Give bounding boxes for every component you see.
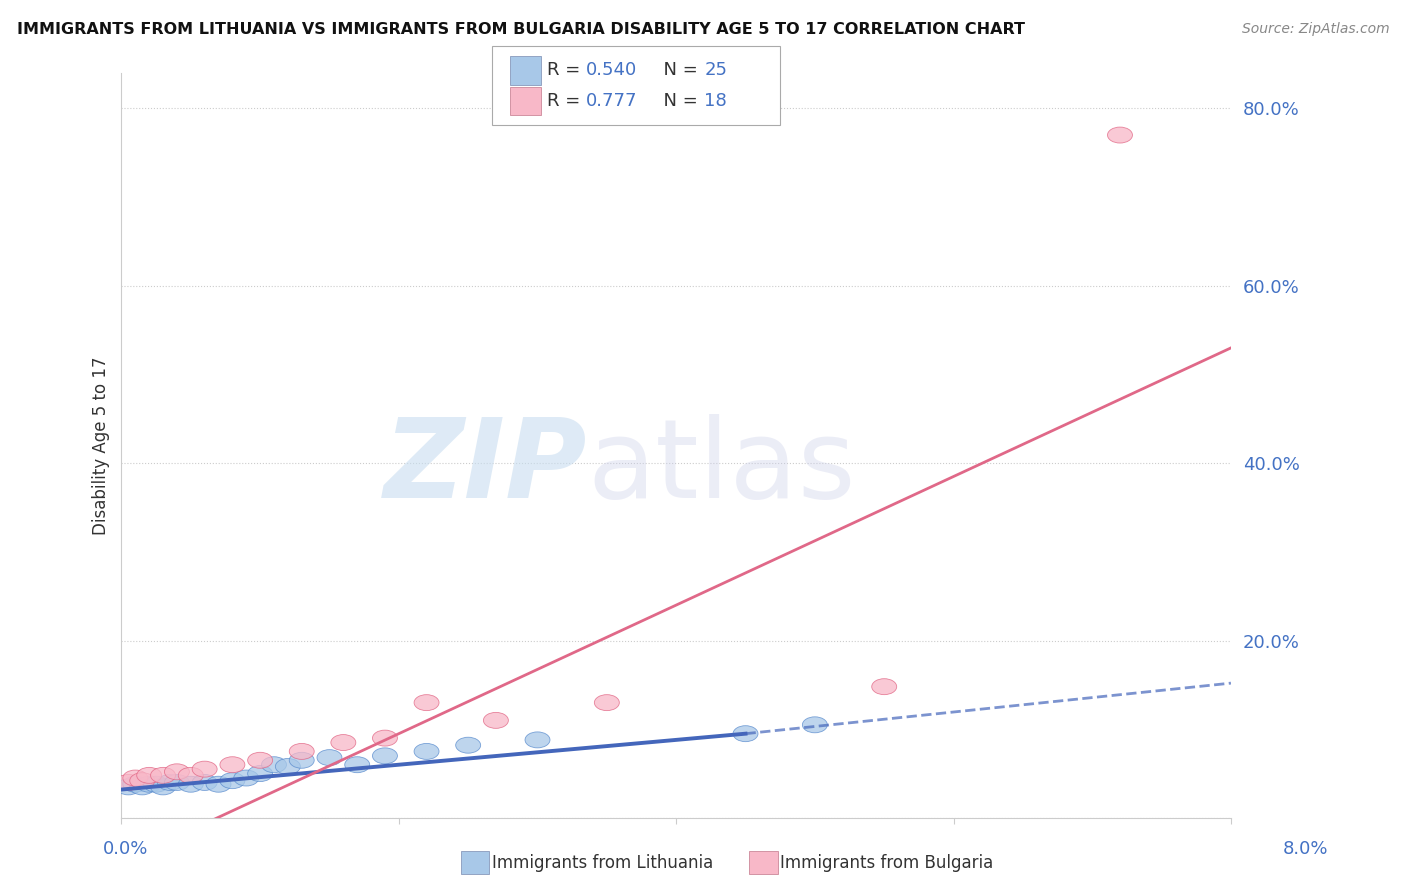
Ellipse shape bbox=[193, 774, 217, 790]
Ellipse shape bbox=[157, 774, 183, 790]
Text: R =: R = bbox=[547, 62, 586, 79]
Text: 8.0%: 8.0% bbox=[1284, 840, 1329, 858]
Ellipse shape bbox=[219, 756, 245, 772]
Ellipse shape bbox=[233, 770, 259, 786]
Ellipse shape bbox=[733, 726, 758, 741]
Ellipse shape bbox=[207, 776, 231, 792]
Ellipse shape bbox=[122, 770, 148, 786]
Ellipse shape bbox=[247, 765, 273, 781]
Text: Immigrants from Lithuania: Immigrants from Lithuania bbox=[492, 854, 713, 871]
Y-axis label: Disability Age 5 to 17: Disability Age 5 to 17 bbox=[93, 356, 110, 534]
Ellipse shape bbox=[276, 758, 301, 774]
Text: 25: 25 bbox=[704, 62, 727, 79]
Text: IMMIGRANTS FROM LITHUANIA VS IMMIGRANTS FROM BULGARIA DISABILITY AGE 5 TO 17 COR: IMMIGRANTS FROM LITHUANIA VS IMMIGRANTS … bbox=[17, 22, 1025, 37]
Ellipse shape bbox=[373, 747, 398, 764]
Ellipse shape bbox=[150, 779, 176, 795]
Ellipse shape bbox=[179, 767, 204, 783]
Text: N =: N = bbox=[652, 92, 704, 110]
Ellipse shape bbox=[290, 752, 314, 768]
Ellipse shape bbox=[872, 679, 897, 695]
Text: 18: 18 bbox=[704, 92, 727, 110]
Text: 0.777: 0.777 bbox=[586, 92, 638, 110]
Ellipse shape bbox=[115, 774, 141, 790]
Text: R =: R = bbox=[547, 92, 586, 110]
Ellipse shape bbox=[143, 776, 169, 792]
Ellipse shape bbox=[1108, 127, 1132, 143]
Ellipse shape bbox=[129, 779, 155, 795]
Ellipse shape bbox=[803, 717, 827, 733]
Ellipse shape bbox=[415, 743, 439, 759]
Ellipse shape bbox=[524, 732, 550, 747]
Ellipse shape bbox=[316, 749, 342, 765]
Ellipse shape bbox=[330, 734, 356, 750]
Ellipse shape bbox=[115, 779, 141, 795]
Text: 0.540: 0.540 bbox=[586, 62, 637, 79]
Ellipse shape bbox=[415, 695, 439, 711]
Ellipse shape bbox=[247, 752, 273, 768]
Ellipse shape bbox=[456, 737, 481, 753]
Ellipse shape bbox=[484, 713, 509, 729]
Text: 0.0%: 0.0% bbox=[103, 840, 148, 858]
Text: atlas: atlas bbox=[588, 414, 856, 521]
Ellipse shape bbox=[165, 764, 190, 780]
Ellipse shape bbox=[129, 772, 155, 789]
Ellipse shape bbox=[122, 776, 148, 792]
Ellipse shape bbox=[595, 695, 619, 711]
Ellipse shape bbox=[219, 772, 245, 789]
Ellipse shape bbox=[373, 731, 398, 746]
Ellipse shape bbox=[150, 767, 176, 783]
Ellipse shape bbox=[193, 761, 217, 777]
Ellipse shape bbox=[344, 756, 370, 772]
Text: ZIP: ZIP bbox=[384, 414, 588, 521]
Text: Immigrants from Bulgaria: Immigrants from Bulgaria bbox=[780, 854, 994, 871]
Text: Source: ZipAtlas.com: Source: ZipAtlas.com bbox=[1241, 22, 1389, 37]
Ellipse shape bbox=[290, 743, 314, 759]
Ellipse shape bbox=[136, 767, 162, 783]
Ellipse shape bbox=[179, 776, 204, 792]
Ellipse shape bbox=[262, 756, 287, 772]
Text: N =: N = bbox=[652, 62, 704, 79]
Ellipse shape bbox=[165, 774, 190, 790]
Ellipse shape bbox=[136, 776, 162, 792]
